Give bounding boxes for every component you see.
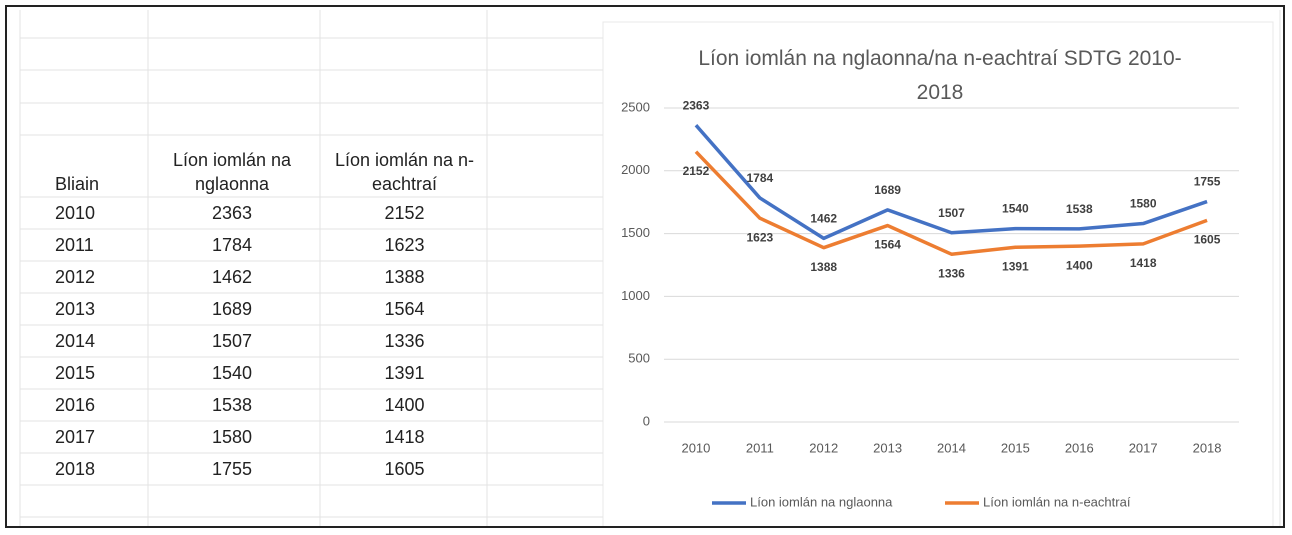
table-cell: 1580 [211, 427, 253, 447]
table-cell: 1418 [384, 427, 425, 447]
data-label: 1564 [874, 238, 901, 252]
table-cell: 1538 [211, 395, 253, 415]
y-tick-label: 2500 [621, 99, 650, 114]
x-tick-label: 2014 [937, 440, 966, 455]
data-label: 1689 [874, 183, 901, 197]
legend-label: Líon iomlán na n-eachtraí [983, 494, 1131, 509]
data-label: 1755 [1194, 175, 1221, 189]
chart-title: Líon iomlán na nglaonna/na n-eachtraí SD… [698, 47, 1182, 104]
x-tick-label: 2016 [1065, 440, 1094, 455]
table-cell: 2013 [55, 299, 96, 319]
table-cell: 1605 [384, 459, 425, 479]
table-cell: 1623 [384, 235, 425, 255]
data-label: 1388 [810, 260, 837, 274]
data-label: 1336 [938, 266, 965, 280]
table-header: Líon iomlán na nglaonna [172, 150, 292, 194]
table-cell: 1784 [211, 235, 253, 255]
table-cell: 2152 [384, 203, 425, 223]
y-tick-label: 1500 [621, 225, 650, 240]
table-cell: 2017 [55, 427, 96, 447]
data-label: 1784 [746, 171, 773, 185]
data-label: 1400 [1066, 258, 1093, 272]
table-header: Bliain [55, 174, 100, 194]
x-tick-label: 2011 [746, 440, 774, 455]
table-cell: 1391 [384, 363, 425, 383]
frame [5, 5, 1285, 528]
data-label: 1623 [746, 230, 773, 244]
table-cell: 2014 [55, 331, 96, 351]
data-label: 1605 [1194, 233, 1221, 247]
data-label: 1540 [1002, 202, 1029, 216]
table-cell: 2011 [55, 235, 94, 255]
x-tick-label: 2010 [681, 440, 710, 455]
data-label: 1538 [1066, 202, 1093, 216]
data-label: 2152 [683, 164, 710, 178]
data-label: 1418 [1130, 256, 1157, 270]
data-label: 1580 [1130, 197, 1157, 211]
table-cell: 1336 [384, 331, 425, 351]
x-tick-label: 2013 [873, 440, 902, 455]
table-cell: 1540 [211, 363, 253, 383]
table-cell: 2012 [55, 267, 96, 287]
y-tick-label: 2000 [621, 162, 650, 177]
table-cell: 2018 [55, 459, 96, 479]
x-tick-label: 2018 [1193, 440, 1222, 455]
table-cell: 2010 [55, 203, 96, 223]
data-label: 1507 [938, 206, 965, 220]
x-tick-label: 2015 [1001, 440, 1030, 455]
table-cell: 2363 [211, 203, 253, 223]
table-cell: 1564 [384, 299, 425, 319]
y-tick-label: 1000 [621, 288, 650, 303]
y-tick-label: 500 [628, 351, 650, 366]
table-cell: 1507 [211, 331, 253, 351]
table-cell: 1388 [384, 267, 425, 287]
table-cell: 1462 [211, 267, 253, 287]
data-label: 1391 [1002, 259, 1029, 273]
x-tick-label: 2017 [1129, 440, 1158, 455]
table-cell: 1755 [211, 459, 253, 479]
x-tick-label: 2012 [809, 440, 838, 455]
table-cell: 1400 [384, 395, 425, 415]
table-cell: 2016 [55, 395, 96, 415]
series-line [694, 124, 1208, 241]
table-cell: 2015 [55, 363, 96, 383]
table-cell: 1689 [211, 299, 253, 319]
series-line [694, 150, 1208, 256]
data-label: 1462 [810, 212, 837, 226]
y-tick-label: 0 [643, 413, 650, 428]
table-header: Líon iomlán na n-eachtraí [334, 150, 475, 194]
legend-label: Líon iomlán na nglaonna [750, 494, 893, 509]
data-label: 2363 [683, 98, 710, 112]
